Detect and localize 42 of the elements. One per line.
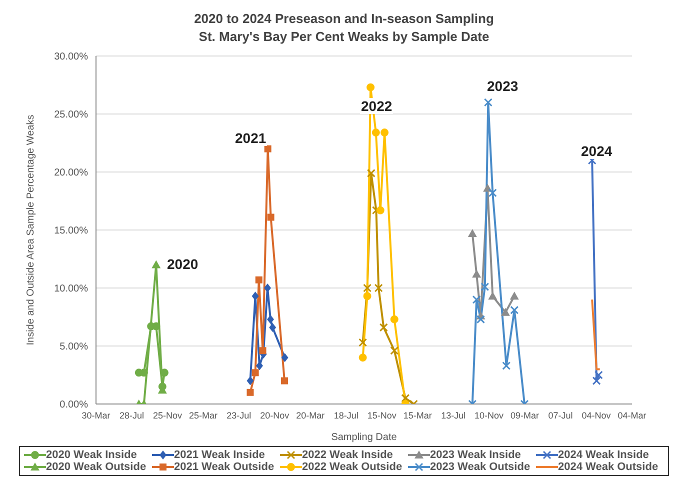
annotation: 2021 [234,130,268,146]
y-tick-label: 15.00% [54,226,88,237]
x-tick-label: 25-Nov [152,410,182,420]
x-tick-label: 13-Jul [441,410,466,420]
x-tick-label: 07-Jul [548,410,573,420]
annotation: 2023 [486,78,520,94]
legend-label: 2020 Weak Outside [46,461,146,473]
chart-title: 2020 to 2024 Preseason and In-season Sampling [193,10,495,28]
legend-label: 2023 Weak Inside [430,449,521,461]
x-tick-label: 04-Nov [582,410,612,420]
y-tick-label: 0.00% [60,400,88,411]
annotation: 2024 [580,143,614,159]
y-tick-label: 25.00% [54,110,88,121]
legend-label: 2022 Weak Inside [302,449,393,461]
x-tick-label: 28-Jul [119,410,144,420]
x-tick-label: 15-Mar [403,410,432,420]
legend-label: 2022 Weak Outside [302,461,402,473]
annotation: 2020 [166,256,200,272]
x-tick-label: 20-Nov [260,410,290,420]
x-axis-title: Sampling Date [331,432,398,443]
x-tick-label: 30-Mar [82,410,110,420]
y-axis-title: Inside and Outside Area Sample Percentage Weaks [26,114,37,346]
x-tick-label: 23-Jul [226,410,252,420]
legend-label: 2023 Weak Outside [430,461,530,473]
x-tick-label: 18-Jul [334,410,358,420]
annotation: 2022 [360,98,394,114]
x-tick-label: 10-Nov [474,410,504,420]
legend-label: 2021 Weak Inside [174,449,265,461]
y-tick-label: 30.00% [54,52,88,63]
x-tick-label: 15-Nov [367,410,397,420]
y-tick-label: 20.00% [54,168,88,179]
legend-label: 2020 Weak Inside [46,449,137,461]
x-tick-label: 25-Mar [188,410,218,420]
legend-label: 2024 Weak Inside [558,449,649,461]
legend-label: 2024 Weak Outside [558,461,658,473]
x-tick-label: 04-Mar [618,410,646,420]
chart-subtitle: St. Mary's Bay Per Cent Weaks by Sample Date [198,28,490,46]
y-tick-label: 10.00% [54,284,88,295]
x-tick-label: 20-Mar [296,410,325,420]
x-tick-label: 09-Mar [510,410,540,420]
legend-label: 2021 Weak Outside [174,461,274,473]
y-tick-label: 5.00% [60,342,88,353]
